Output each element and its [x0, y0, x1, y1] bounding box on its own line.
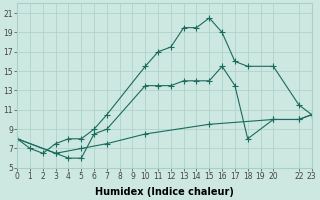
X-axis label: Humidex (Indice chaleur): Humidex (Indice chaleur): [95, 187, 234, 197]
